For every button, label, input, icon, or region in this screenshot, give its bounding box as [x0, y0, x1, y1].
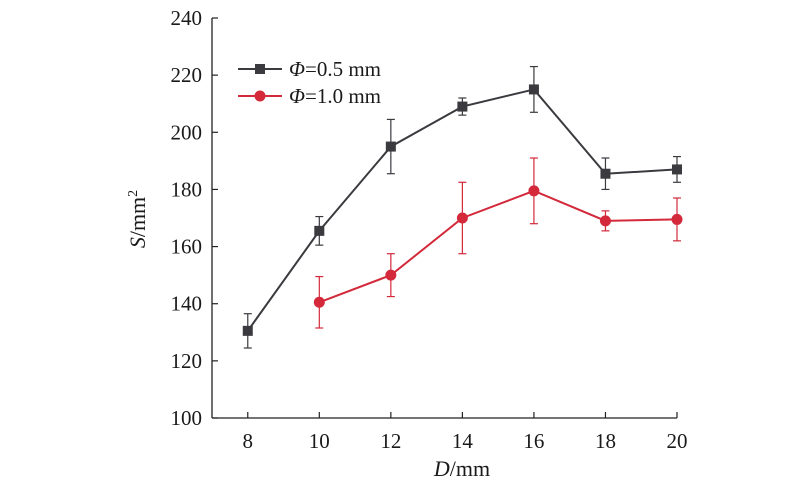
y-tick-label: 100: [171, 406, 203, 430]
x-tick-label: 12: [380, 429, 401, 453]
x-axis-label: D/mm: [433, 456, 490, 481]
y-tick-label: 180: [171, 177, 203, 201]
data-point: [242, 325, 253, 336]
x-tick-label: 14: [452, 429, 474, 453]
data-point: [672, 164, 682, 175]
data-point: [528, 185, 540, 197]
data-point: [528, 84, 539, 95]
data-point: [313, 296, 325, 308]
series-2: [313, 157, 683, 329]
data-point: [599, 215, 611, 227]
data-point: [600, 168, 611, 179]
legend-item-2: Φ=1.0 mm: [238, 84, 381, 108]
series-1: [242, 65, 682, 349]
x-tick-label: 8: [243, 429, 254, 453]
series-line: [318, 189, 678, 304]
y-tick-label: 240: [171, 6, 203, 30]
legend-item-1: Φ=0.5 mm: [238, 57, 381, 81]
y-tick-label: 140: [171, 292, 203, 316]
series-layer: [242, 65, 683, 349]
x-tick-label: 16: [523, 429, 544, 453]
data-point: [385, 269, 397, 281]
x-tick-label: 10: [309, 429, 330, 453]
x-tick-label: 18: [595, 429, 616, 453]
y-tick-label: 120: [171, 349, 203, 373]
y-tick-label: 200: [171, 120, 203, 144]
data-point: [457, 101, 468, 112]
legend-label: Φ=1.0 mm: [289, 84, 381, 108]
legend: Φ=0.5 mm Φ=1.0 mm: [238, 57, 381, 108]
y-axis-label: S/mm2: [125, 190, 150, 248]
y-tick-label: 160: [171, 235, 203, 259]
legend-marker: [254, 90, 266, 102]
data-point: [456, 212, 468, 224]
data-point: [671, 213, 683, 225]
legend-label: Φ=0.5 mm: [289, 57, 381, 81]
legend-marker: [255, 64, 265, 74]
data-point: [314, 225, 325, 236]
data-point: [385, 141, 396, 152]
axes: 100 120 140 160 180 200 220 240 8 10 12 14 16 18 20: [171, 6, 688, 453]
x-tick-label: 20: [667, 429, 688, 453]
y-tick-label: 220: [171, 63, 203, 87]
